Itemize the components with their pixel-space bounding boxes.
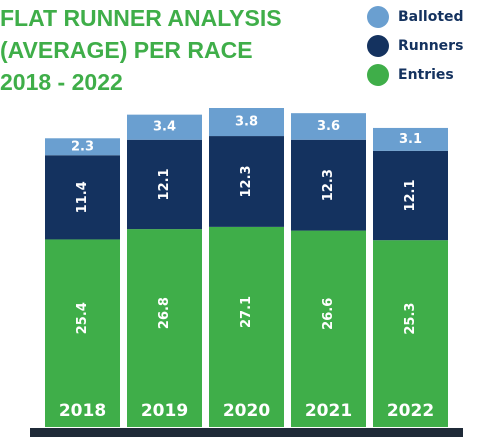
category-label: 2020: [223, 401, 270, 421]
legend-swatch: [367, 6, 389, 28]
bar-segment: [291, 139, 366, 231]
value-label: 11.4: [75, 181, 90, 213]
value-label: 12.3: [239, 165, 254, 197]
value-label: 12.3: [321, 169, 336, 201]
bar-segment: [127, 229, 202, 427]
category-label: 2018: [59, 401, 106, 421]
chart-title: FLAT RUNNER ANALYSIS: [0, 5, 282, 31]
value-label: 25.3: [403, 303, 418, 335]
value-label: 26.8: [157, 297, 172, 329]
legend-label: Runners: [398, 38, 463, 54]
bar-segment: [209, 108, 284, 137]
value-label: 12.1: [403, 179, 418, 211]
bar-segment: [45, 239, 120, 427]
bar-segment: [209, 226, 284, 427]
legend-swatch: [367, 35, 389, 57]
bar-segment: [127, 139, 202, 230]
value-label: 3.1: [399, 132, 422, 147]
bar-segment: [291, 230, 366, 427]
value-label: 27.1: [239, 296, 254, 328]
legend-label: Balloted: [398, 9, 464, 25]
value-label: 12.1: [157, 168, 172, 200]
chart-title: 2018 - 2022: [0, 69, 123, 95]
chart-title: (AVERAGE) PER RACE: [0, 37, 253, 63]
bar-segment: [291, 113, 366, 140]
category-label: 2021: [305, 401, 352, 421]
category-label: 2019: [141, 401, 188, 421]
legend-label: Entries: [398, 67, 454, 83]
value-label: 3.4: [153, 120, 176, 135]
bar-segment: [127, 114, 202, 140]
bar-segment: [45, 138, 120, 156]
value-label: 3.8: [235, 115, 258, 130]
value-label: 25.4: [75, 302, 90, 334]
value-label: 26.6: [321, 298, 336, 330]
base-strip: [30, 428, 463, 437]
legend-swatch: [367, 64, 389, 86]
value-label: 2.3: [71, 139, 94, 154]
bar-segment: [45, 155, 120, 240]
bar-segment: [373, 240, 448, 427]
bar-segment: [373, 127, 448, 151]
bar-segment: [373, 150, 448, 241]
value-label: 3.6: [317, 119, 340, 134]
bar-segment: [209, 136, 284, 227]
category-label: 2022: [387, 401, 434, 421]
